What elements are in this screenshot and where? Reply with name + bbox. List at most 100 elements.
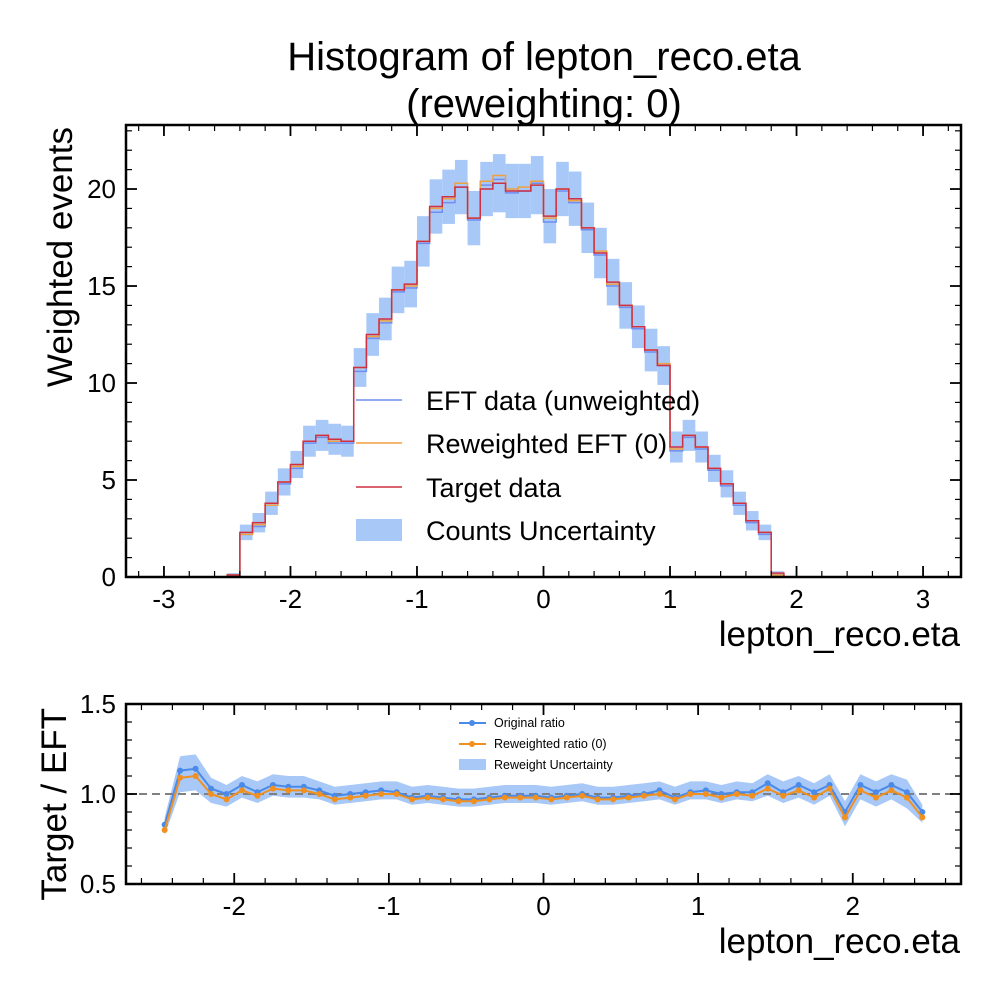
ratio-point-1	[393, 791, 400, 797]
ratio-point-0	[192, 765, 199, 772]
ratio-point-0	[208, 785, 215, 792]
ratio-x-tick-label: -1	[377, 891, 400, 921]
x-tick-label: 2	[789, 584, 803, 614]
ratio-point-0	[872, 789, 879, 796]
ratio-point-1	[192, 773, 199, 779]
legend-label-original-ratio: Original ratio	[494, 716, 565, 730]
ratio-point-1	[656, 791, 663, 797]
ratio-point-1	[362, 792, 369, 799]
ratio-tick-labels: -2 -1 0 1 2 0.5 1.0 1.5	[80, 689, 860, 921]
ratio-point-1	[223, 796, 230, 803]
ratio-legend: Original ratio Reweighted ratio (0) Rewe…	[459, 716, 614, 772]
ratio-point-1	[409, 796, 416, 803]
ratio-point-1	[733, 791, 740, 797]
y-tick-label: 20	[87, 174, 116, 204]
ratio-point-1	[718, 794, 725, 801]
ratio-point-1	[439, 796, 446, 803]
y-tick-label: 10	[87, 368, 116, 398]
ratio-point-1	[208, 791, 215, 797]
ratio-point-1	[177, 774, 184, 781]
ratio-point-1	[316, 791, 323, 797]
ratio-y-tick-label: 1.5	[80, 689, 116, 719]
ratio-point-1	[517, 794, 524, 801]
legend-label-uncertainty: Counts Uncertainty	[426, 516, 656, 546]
legend-swatch-reweight-uncertainty	[459, 759, 486, 770]
ratio-point-1	[795, 787, 802, 794]
y-tick-label: 5	[102, 465, 116, 495]
ratio-point-1	[811, 794, 818, 801]
ratio-point-1	[780, 792, 787, 799]
ratio-point-1	[842, 814, 849, 821]
ratio-point-1	[486, 796, 493, 803]
ratio-point-1	[501, 794, 508, 801]
x-tick-label: 1	[663, 584, 677, 614]
ratio-frame	[124, 702, 963, 886]
histogram-tick-labels: -3 -2 -1 0 1 2 3 0 5 10 15 20	[87, 174, 930, 614]
legend-label-reweighted: Reweighted EFT (0)	[426, 429, 667, 459]
ratio-point-1	[254, 792, 261, 799]
chart-title: Histogram of lepton_reco.eta	[287, 35, 801, 79]
ratio-x-tick-label: 2	[846, 891, 860, 921]
ratio-point-1	[300, 787, 307, 794]
ratio-point-0	[764, 780, 771, 787]
ratio-point-1	[347, 794, 354, 801]
ratio-point-1	[687, 791, 694, 797]
ratio-y-axis-label: Target / EFT	[35, 708, 74, 901]
ratio-point-1	[563, 794, 570, 801]
ratio-point-1	[161, 827, 168, 833]
chart-subtitle: (reweighting: 0)	[406, 82, 682, 126]
y-tick-label: 0	[102, 562, 116, 592]
ratio-point-1	[269, 785, 276, 792]
legend-label-target: Target data	[426, 473, 562, 503]
ratio-point-0	[223, 791, 230, 797]
ratio-point-0	[857, 782, 864, 788]
ratio-point-1	[424, 794, 431, 801]
ratio-point-0	[795, 782, 802, 788]
ratio-point-0	[238, 782, 245, 788]
series-step-2	[226, 182, 860, 578]
histogram-y-axis-label: Weighted events	[41, 127, 80, 387]
ratio-point-1	[764, 785, 771, 792]
ratio-point-1	[594, 796, 601, 803]
ratio-x-tick-label: 0	[536, 891, 550, 921]
ratio-point-1	[470, 798, 477, 805]
legend-label-eft: EFT data (unweighted)	[426, 386, 700, 416]
ratio-point-0	[811, 789, 818, 796]
ratio-point-1	[610, 796, 617, 803]
ratio-point-0	[888, 782, 895, 788]
ratio-point-0	[903, 789, 910, 796]
ratio-point-1	[857, 787, 864, 794]
ratio-point-1	[826, 785, 833, 792]
ratio-point-1	[919, 814, 926, 821]
ratio-lines	[161, 765, 926, 833]
legend-label-reweighted-ratio: Reweighted ratio (0)	[494, 737, 607, 751]
x-tick-label: -3	[152, 584, 175, 614]
ratio-point-1	[702, 791, 709, 797]
y-tick-label: 15	[87, 271, 116, 301]
ratio-point-1	[641, 792, 648, 799]
ratio-x-axis-label: lepton_reco.eta	[719, 922, 961, 961]
ratio-point-1	[378, 791, 385, 797]
histogram-panel: -3 -2 -1 0 1 2 3 0 5 10 15 20 lepton_reco.eta Weigh…	[41, 123, 963, 654]
ratio-panel: -2 -1 0 1 2 0.5 1.0 1.5 lepton_reco.eta Target …	[35, 689, 963, 961]
ratio-point-1	[532, 794, 539, 801]
ratio-point-0	[177, 767, 184, 774]
legend-swatch-uncertainty	[356, 519, 402, 541]
ratio-point-1	[625, 794, 632, 801]
ratio-point-1	[331, 796, 338, 803]
ratio-point-1	[903, 794, 910, 801]
ratio-point-1	[548, 796, 555, 803]
histogram-lines	[226, 174, 860, 578]
ratio-x-tick-label: -2	[223, 891, 246, 921]
x-tick-label: -1	[405, 584, 428, 614]
histogram-frame	[124, 123, 963, 579]
ratio-point-0	[919, 809, 926, 815]
ratio-point-1	[888, 787, 895, 794]
ratio-x-tick-label: 1	[691, 891, 705, 921]
legend-marker-reweighted-ratio	[469, 741, 475, 747]
x-tick-label: -2	[279, 584, 302, 614]
ratio-point-1	[238, 787, 245, 794]
ratio-point-1	[872, 794, 879, 801]
ratio-y-tick-label: 0.5	[80, 869, 116, 899]
